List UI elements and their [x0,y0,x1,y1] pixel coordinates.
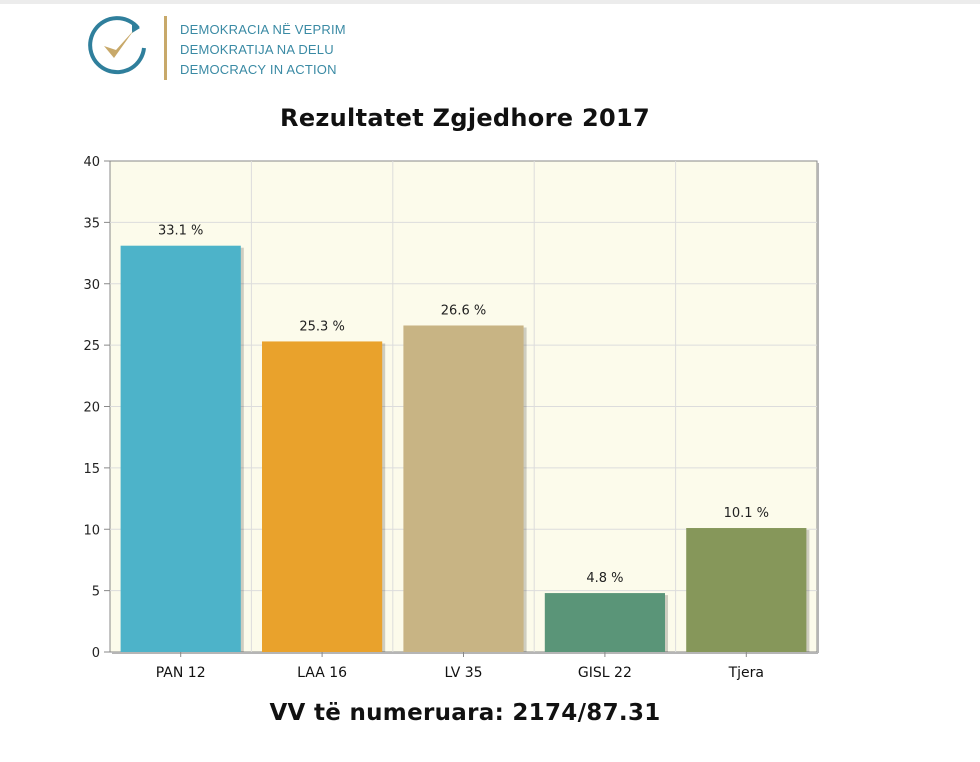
logo-text: DEMOKRACIA NË VEPRIM DEMOKRATIJA NA DELU… [180,20,346,80]
y-tick-label: 25 [83,339,100,354]
bar-tjera [686,528,807,652]
logo-check-icon [88,16,146,75]
bar-laa-16 [262,341,383,652]
bar-lv-35 [403,325,524,652]
bar-value-label: 33.1 % [158,224,203,239]
bar-value-label: 25.3 % [299,319,344,334]
chart-title: Rezultatet Zgjedhore 2017 [280,104,650,132]
x-tick-label: PAN 12 [156,665,206,681]
y-tick-label: 5 [92,585,100,600]
x-tick-label: GISL 22 [578,665,632,681]
bar-value-label: 26.6 % [441,303,486,318]
counted-stations: VV të numeruara: 2174/87.31 [269,700,661,726]
bar-gisl-22 [544,593,665,652]
x-tick-label: Tjera [728,665,764,681]
bar-value-label: 10.1 % [724,506,769,521]
y-tick-label: 0 [92,646,100,661]
y-tick-label: 10 [83,523,100,538]
y-tick-label: 30 [83,278,100,293]
logo: DEMOKRACIA NË VEPRIM DEMOKRATIJA NA DELU… [86,14,366,84]
bar-pan-12 [120,245,241,652]
x-tick-label: LV 35 [444,665,482,681]
logo-line-3: DEMOCRACY IN ACTION [180,62,337,77]
x-tick-label: LAA 16 [297,665,347,681]
top-border [0,0,980,4]
y-tick-label: 15 [83,462,100,477]
logo-line-1: DEMOKRACIA NË VEPRIM [180,22,346,37]
bar-value-label: 4.8 % [586,571,623,586]
logo-line-2: DEMOKRATIJA NA DELU [180,42,334,57]
bar-chart: 0 5 10 15 20 25 30 35 40 33.1 % PAN 12 25.3 % LAA 16… [83,155,819,681]
y-tick-label: 20 [83,401,100,416]
logo-divider [164,16,167,80]
y-tick-label: 40 [83,155,100,170]
y-tick-label: 35 [83,216,100,231]
